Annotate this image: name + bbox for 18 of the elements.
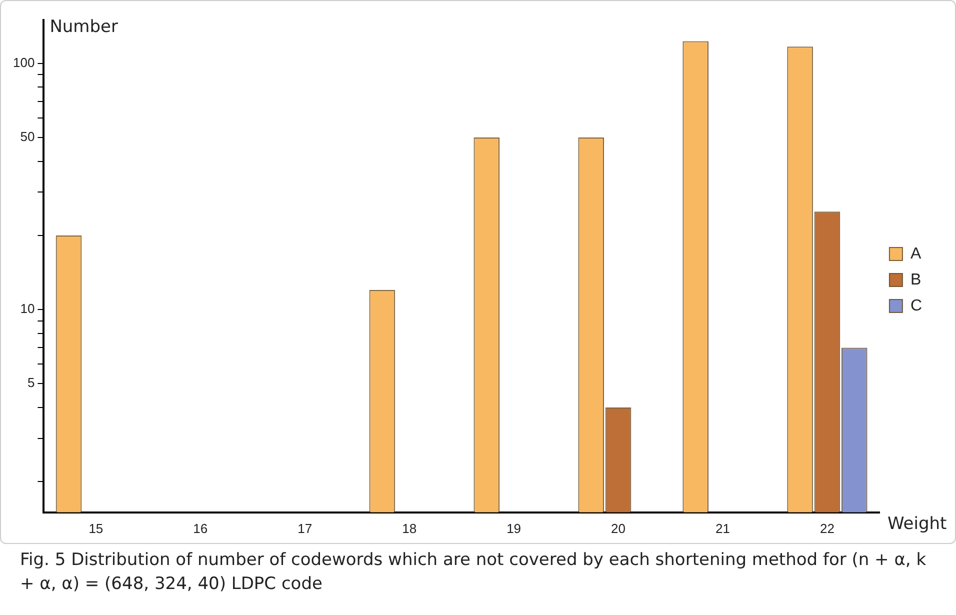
legend-label: C [910, 297, 922, 314]
x-tick-label: 18 [402, 520, 417, 536]
x-axis-title: Weight [887, 514, 948, 534]
x-tick-label: 17 [298, 520, 312, 536]
y-tick-label: 5 [27, 375, 35, 390]
x-tick-label: 15 [88, 520, 104, 536]
x-tick-label: 22 [820, 520, 834, 536]
x-tick-label: 21 [716, 520, 730, 536]
y-axis-title: Number [50, 16, 118, 37]
y-tick-label: 100 [12, 54, 35, 70]
legend-label: A [910, 245, 922, 262]
x-tick-label: 20 [611, 520, 626, 536]
caption: Fig. 5 Distribution of number of codewords which are not covered by each shortening method for (n + α, k + α, α) = (648, 324, 40) LDPC code [20, 549, 928, 596]
y-tick-label: 10 [20, 301, 35, 316]
x-tick-label: 19 [506, 520, 522, 536]
y-tick-label: 50 [20, 129, 35, 144]
legend-label: B [910, 271, 922, 288]
x-tick-label: 16 [193, 520, 208, 536]
